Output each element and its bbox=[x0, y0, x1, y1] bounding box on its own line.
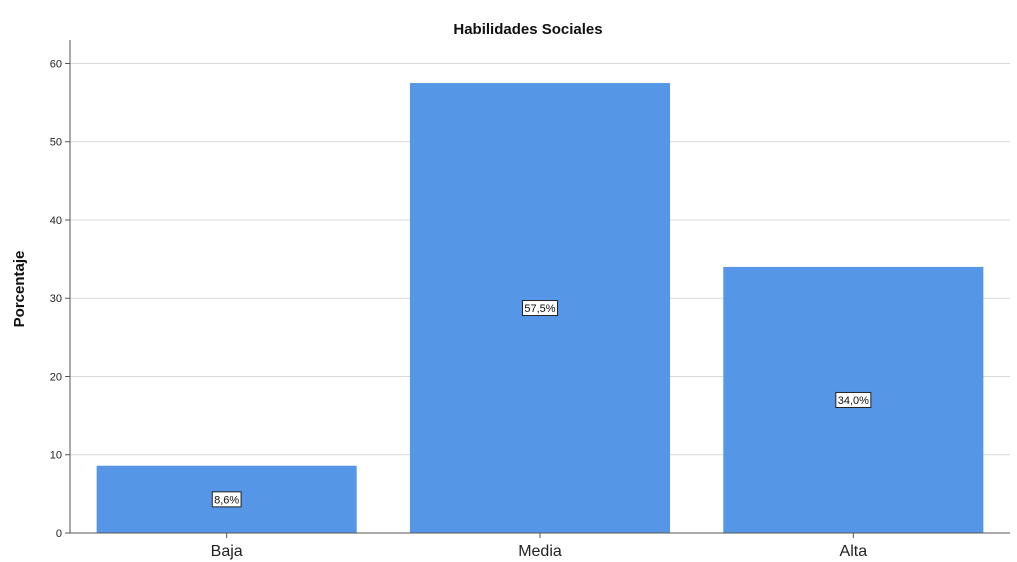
y-tick-label: 10 bbox=[50, 450, 62, 462]
x-tick-label: Alta bbox=[840, 543, 868, 560]
data-label: 57,5% bbox=[524, 303, 555, 315]
chart-title: Habilidades Sociales bbox=[453, 21, 602, 38]
axes-group: 0 10 20 30 40 50 60 Baja Media Alta bbox=[50, 40, 1010, 560]
data-label-box bbox=[522, 300, 558, 317]
x-tick-label: Baja bbox=[211, 543, 243, 560]
y-tick-label: 40 bbox=[50, 215, 62, 227]
data-labels-group: 8,6% 57,5% 34,0% bbox=[211, 300, 872, 508]
y-tick-label: 0 bbox=[56, 528, 62, 540]
y-tick-label: 30 bbox=[50, 293, 62, 305]
data-label-box bbox=[211, 491, 242, 508]
y-tick-label: 50 bbox=[50, 137, 62, 149]
data-label: 34,0% bbox=[838, 395, 869, 407]
y-tick-label: 60 bbox=[50, 58, 62, 70]
y-axis-label: Porcentaje bbox=[11, 251, 28, 328]
data-label: 8,6% bbox=[214, 494, 239, 506]
data-label-box bbox=[835, 391, 872, 408]
x-tick-label: Media bbox=[518, 543, 562, 560]
y-tick-label: 20 bbox=[50, 371, 62, 383]
